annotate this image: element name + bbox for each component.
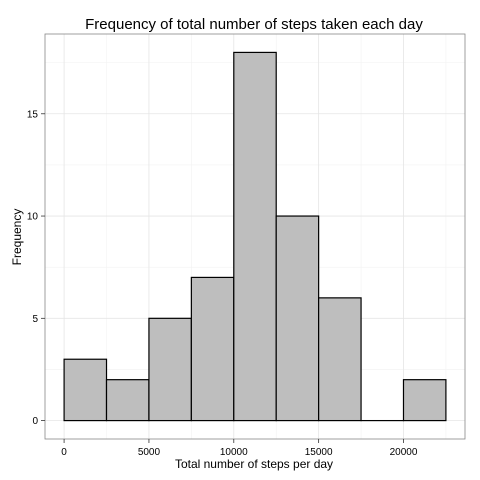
x-tick-label: 10000 <box>220 447 248 458</box>
histogram-bar <box>105 379 150 422</box>
histogram-bar <box>63 358 108 422</box>
chart-title: Frequency of total number of steps taken… <box>85 16 423 33</box>
y-axis-label: Frequency <box>10 209 24 266</box>
histogram-bar <box>318 297 362 422</box>
bars <box>63 51 447 422</box>
histogram-bar <box>233 51 277 422</box>
x-tick-label: 15000 <box>305 447 333 458</box>
y-axis-ticks: 0 5 10 15 <box>27 109 45 427</box>
x-tick-label: 20000 <box>390 447 418 458</box>
x-tick-label: 0 <box>61 447 67 458</box>
histogram-bar <box>275 215 320 422</box>
y-tick-label: 10 <box>27 212 39 223</box>
histogram-bar <box>402 379 447 422</box>
plot-panel-border <box>44 33 466 440</box>
y-tick-label: 5 <box>32 314 38 325</box>
histogram-bar <box>148 317 192 422</box>
x-axis-ticks: 0 5000 10000 15000 20000 <box>61 439 418 458</box>
x-tick-label: 5000 <box>138 447 161 458</box>
x-axis-label: Total number of steps per day <box>175 457 333 471</box>
histogram-bar <box>190 276 235 422</box>
y-tick-label: 15 <box>27 109 39 120</box>
y-tick-label: 0 <box>32 416 38 427</box>
